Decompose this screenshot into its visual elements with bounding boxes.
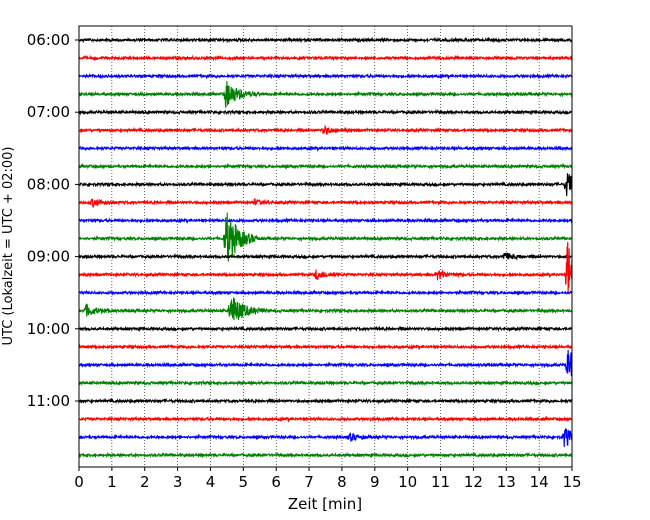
trace-0900 bbox=[79, 252, 572, 261]
y-tick-label: 07:00 bbox=[27, 103, 70, 121]
trace-1030 bbox=[79, 349, 572, 376]
trace-0800 bbox=[79, 173, 572, 197]
trace-0945 bbox=[79, 297, 572, 321]
y-tick-label: 10:00 bbox=[27, 320, 70, 338]
y-tick-label: 08:00 bbox=[27, 175, 70, 193]
y-axis-label: UTC (Lokalzeit = UTC + 02:00) bbox=[1, 147, 16, 346]
x-tick-label: 1 bbox=[107, 473, 117, 491]
trace-0915 bbox=[79, 241, 572, 295]
x-tick-label: 4 bbox=[206, 473, 216, 491]
x-tick-label: 6 bbox=[271, 473, 281, 491]
x-tick-label: 9 bbox=[370, 473, 380, 491]
trace-1045 bbox=[79, 379, 572, 387]
x-tick-label: 5 bbox=[239, 473, 249, 491]
x-tick-label: 10 bbox=[398, 473, 417, 491]
x-tick-label: 7 bbox=[304, 473, 314, 491]
x-tick-label: 13 bbox=[497, 473, 516, 491]
x-tick-label: 3 bbox=[173, 473, 183, 491]
plot-frame bbox=[78, 25, 573, 468]
trace-0700 bbox=[79, 108, 572, 116]
seismogram-traces bbox=[79, 36, 572, 459]
trace-0745 bbox=[79, 162, 572, 170]
trace-0715 bbox=[79, 124, 572, 135]
trace-1000 bbox=[79, 325, 572, 333]
trace-0815 bbox=[79, 197, 572, 208]
trace-0845 bbox=[79, 212, 572, 262]
x-tick-label: 8 bbox=[337, 473, 347, 491]
y-axis-ticks: 06:00 07:00 08:00 09:00 10:00 11:00 bbox=[27, 31, 79, 410]
trace-0645 bbox=[79, 81, 572, 108]
trace-0615 bbox=[79, 54, 572, 62]
trace-0730 bbox=[79, 144, 572, 152]
trace-0830 bbox=[79, 216, 572, 224]
trace-0600 bbox=[79, 36, 572, 44]
trace-0630 bbox=[79, 72, 572, 80]
y-tick-label: 06:00 bbox=[27, 31, 70, 49]
trace-1130 bbox=[79, 428, 572, 448]
trace-1145 bbox=[79, 451, 572, 459]
x-tick-label: 15 bbox=[562, 473, 581, 491]
x-tick-label: 11 bbox=[431, 473, 450, 491]
y-tick-label: 11:00 bbox=[27, 392, 70, 410]
x-axis-label: Zeit [min] bbox=[288, 495, 362, 513]
trace-1015 bbox=[79, 343, 572, 351]
y-tick-label: 09:00 bbox=[27, 248, 70, 266]
trace-1115 bbox=[79, 415, 572, 423]
x-tick-label: 12 bbox=[464, 473, 483, 491]
x-tick-label: 2 bbox=[140, 473, 150, 491]
x-tick-label: 14 bbox=[530, 473, 549, 491]
trace-0930 bbox=[79, 289, 572, 297]
trace-1100 bbox=[79, 397, 572, 405]
x-axis-ticks: 0 1 2 3 4 5 6 7 8 9 10 11 12 13 14 15 bbox=[74, 467, 582, 491]
x-tick-label: 0 bbox=[74, 473, 84, 491]
